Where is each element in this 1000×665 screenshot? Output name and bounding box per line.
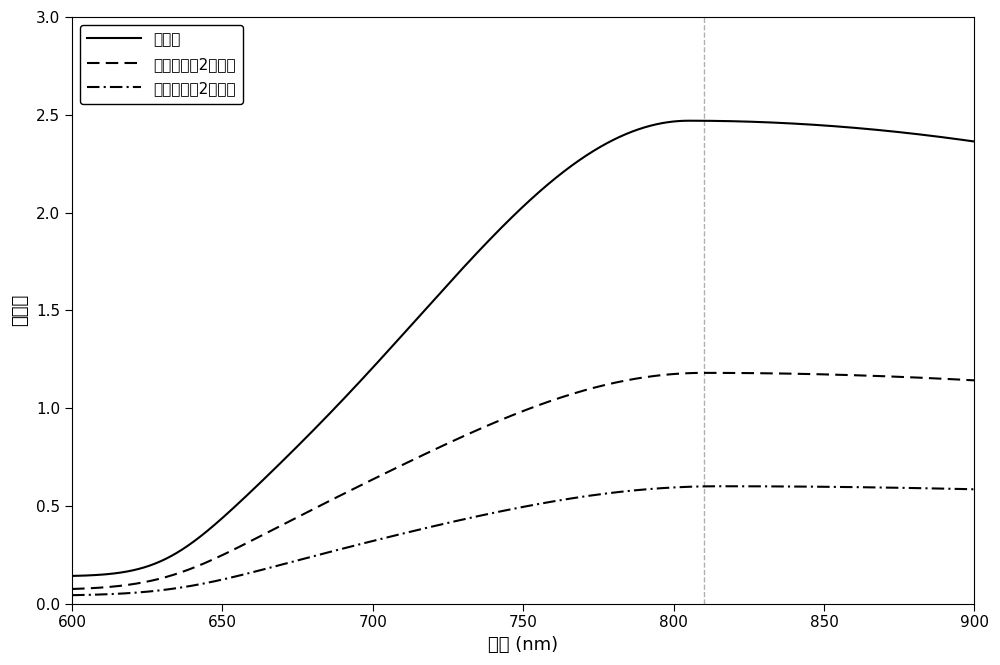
加磁场反应2小时后 xyxy=(464,514,476,522)
原溶液 xyxy=(683,117,695,125)
Line: 无磁场反应2小时后: 无磁场反应2小时后 xyxy=(72,373,974,589)
无磁场反应2小时后 xyxy=(464,430,476,438)
原溶液 xyxy=(464,257,476,265)
加磁场反应2小时后 xyxy=(787,483,799,491)
无磁场反应2小时后 xyxy=(771,370,783,378)
无磁场反应2小时后 xyxy=(968,376,980,384)
加磁场反应2小时后 xyxy=(431,521,443,529)
加磁场反应2小时后 xyxy=(686,483,698,491)
加磁场反应2小时后 xyxy=(771,482,783,490)
无磁场反应2小时后 xyxy=(66,585,78,593)
Legend: 原溶液, 无磁场反应2小时后, 加磁场反应2小时后: 原溶液, 无磁场反应2小时后, 加磁场反应2小时后 xyxy=(80,25,243,104)
原溶液 xyxy=(66,572,78,580)
原溶液 xyxy=(787,120,799,128)
无磁场反应2小时后 xyxy=(698,369,710,377)
无磁场反应2小时后 xyxy=(431,444,443,452)
加磁场反应2小时后 xyxy=(714,482,726,490)
Line: 原溶液: 原溶液 xyxy=(72,121,974,576)
Y-axis label: 吸光度: 吸光度 xyxy=(11,294,29,327)
无磁场反应2小时后 xyxy=(787,370,799,378)
原溶液 xyxy=(771,119,783,127)
加磁场反应2小时后 xyxy=(158,586,170,594)
加磁场反应2小时后 xyxy=(968,485,980,493)
原溶液 xyxy=(968,138,980,146)
无磁场反应2小时后 xyxy=(686,369,698,377)
Line: 加磁场反应2小时后: 加磁场反应2小时后 xyxy=(72,486,974,595)
原溶液 xyxy=(431,293,443,301)
原溶液 xyxy=(158,555,170,563)
X-axis label: 波长 (nm): 波长 (nm) xyxy=(488,636,558,654)
加磁场反应2小时后 xyxy=(66,591,78,599)
无磁场反应2小时后 xyxy=(158,573,170,581)
原溶液 xyxy=(687,117,699,125)
